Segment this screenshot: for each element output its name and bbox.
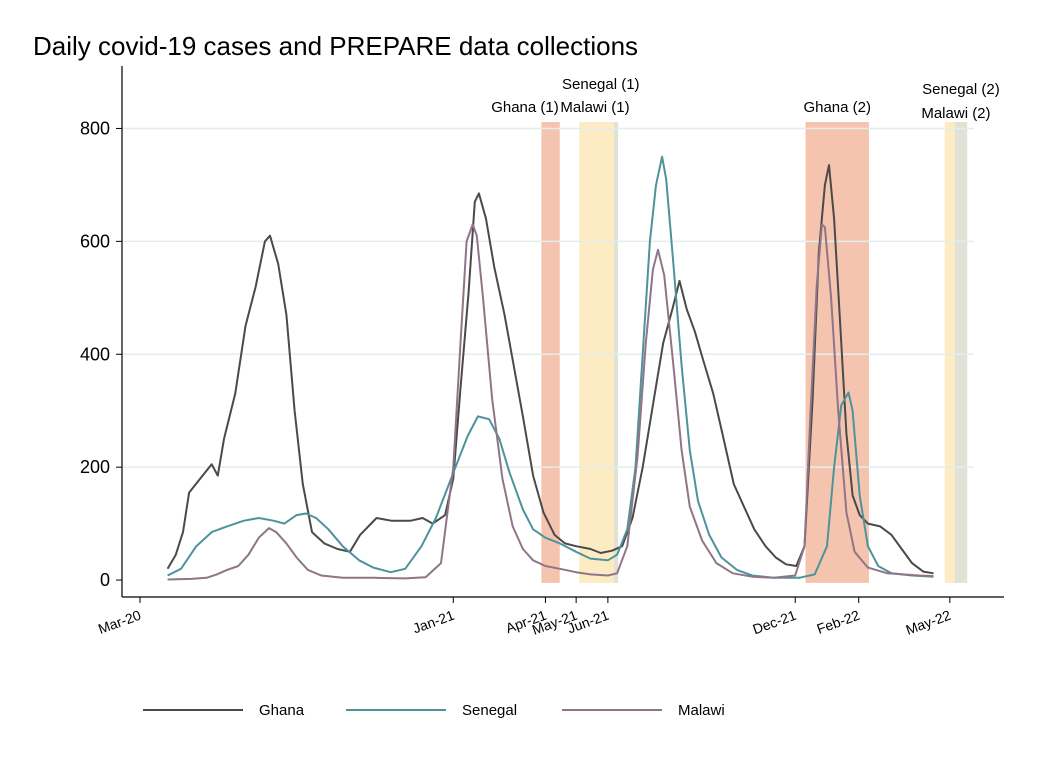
y-tick-label: 0 <box>100 570 110 590</box>
x-tick-label: Jan-21 <box>411 607 457 637</box>
y-tick-label: 200 <box>80 457 110 477</box>
series-line-senegal <box>167 155 934 579</box>
band-malawi-1 <box>614 122 619 583</box>
band-label: Ghana (2) <box>803 99 871 116</box>
band-label: Malawi (2) <box>921 105 990 122</box>
band-ghana-2 <box>805 122 869 583</box>
series-line-malawi <box>167 223 934 581</box>
collection-bands <box>541 122 968 583</box>
y-tick-label: 800 <box>80 118 110 138</box>
band-label: Senegal (1) <box>562 76 640 93</box>
band-malawi-2 <box>954 122 968 583</box>
series-lines <box>166 155 934 581</box>
band-label: Senegal (2) <box>922 81 1000 98</box>
band-senegal-2 <box>944 122 955 583</box>
legend-label-malawi: Malawi <box>678 702 725 719</box>
series-line-ghana <box>166 164 934 575</box>
x-tick-label: May-22 <box>904 607 954 638</box>
x-tick-label: Mar-20 <box>96 607 143 637</box>
band-label: Malawi (1) <box>560 99 629 116</box>
y-tick-label: 600 <box>80 231 110 251</box>
x-tick-label: Dec-21 <box>750 607 798 638</box>
chart-title: Daily covid-19 cases and PREPARE data co… <box>33 31 638 61</box>
legend-label-ghana: Ghana <box>259 702 305 719</box>
legend-label-senegal: Senegal <box>462 702 517 719</box>
x-tick-label: Feb-22 <box>815 607 862 637</box>
band-label: Ghana (1) <box>491 99 559 116</box>
band-senegal-1 <box>579 122 615 583</box>
legend: Ghana Senegal Malawi <box>143 702 725 719</box>
band-labels: Ghana (1)Senegal (1) Malawi (1) Ghana (2) S… <box>491 76 1000 122</box>
y-tick-label: 400 <box>80 344 110 364</box>
